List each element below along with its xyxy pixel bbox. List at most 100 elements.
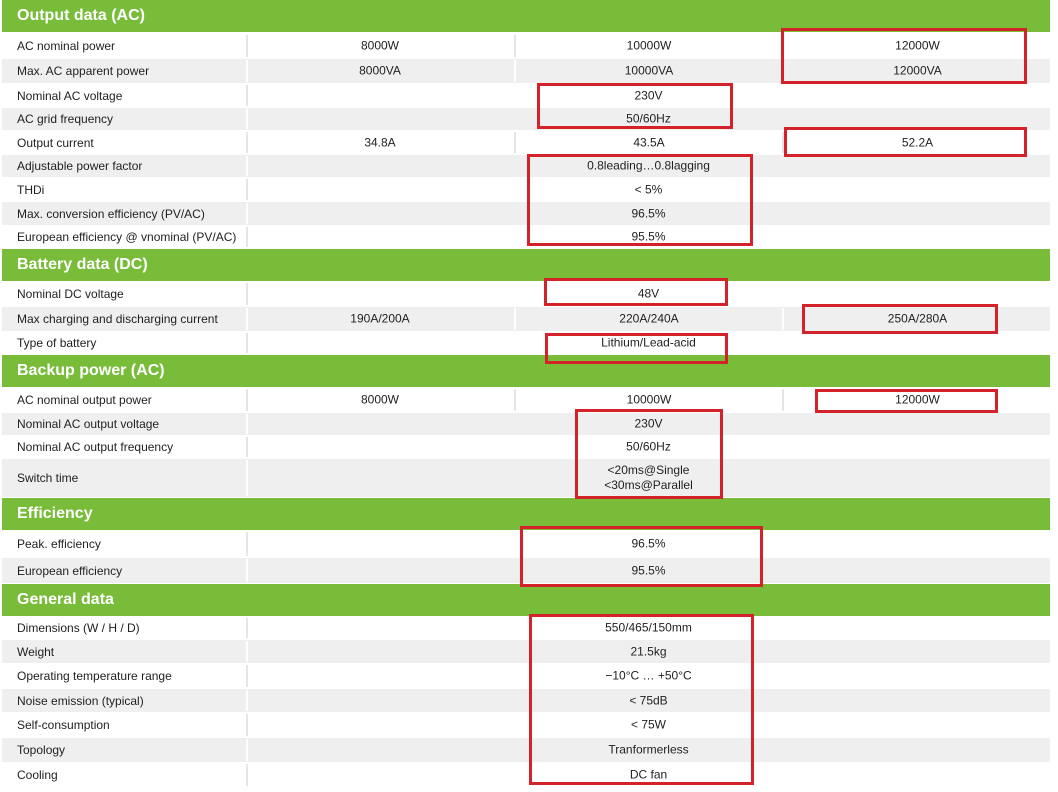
column-divider — [782, 35, 784, 57]
row-label: Max. AC apparent power — [17, 64, 150, 78]
column-divider — [246, 203, 248, 224]
table-row: Nominal AC voltage 230V — [2, 84, 1050, 107]
value-cell: 34.8A — [364, 135, 396, 149]
value-cell: 52.2A — [901, 135, 934, 149]
table-row: Noise emission (typical) < 75dB — [2, 689, 1050, 712]
table-row: Nominal AC output frequency 50/60Hz — [2, 436, 1050, 458]
table-row: Adjustable power factor 0.8leading…0.8la… — [2, 155, 1050, 177]
row-label: Noise emission (typical) — [17, 693, 144, 708]
section-header-battery: Battery data (DC) — [2, 249, 1050, 281]
value-cell: 550/465/150mm — [605, 620, 692, 635]
column-divider — [246, 389, 248, 411]
value-cell-multiline: <20ms@Single <30ms@Parallel — [247, 463, 1050, 493]
value-cell: 21.5kg — [630, 644, 667, 658]
value-cell: 95.5% — [631, 229, 666, 244]
table-row: Operating temperature range −10°C … +50°… — [2, 664, 1050, 688]
row-label: Nominal AC voltage — [17, 88, 123, 103]
value-cell: 48V — [637, 286, 660, 301]
table-row: Max. conversion efficiency (PV/AC) 96.5% — [2, 202, 1050, 225]
row-label: Max charging and discharging current — [17, 312, 218, 326]
value-cell: < 5% — [634, 182, 663, 196]
table-row: Nominal AC output voltage 230V — [2, 413, 1050, 435]
value-cell: Lithium/Lead-acid — [601, 335, 696, 350]
table-row: Output current 34.8A 43.5A 52.2A — [2, 131, 1050, 154]
column-divider — [246, 85, 248, 106]
column-divider — [246, 35, 248, 57]
column-divider — [246, 764, 248, 786]
switch-time-line: <30ms@Parallel — [604, 478, 693, 492]
column-divider — [514, 389, 516, 411]
value-cell: 8000W — [360, 38, 400, 53]
column-divider — [514, 60, 516, 82]
table-row: Nominal DC voltage 48V — [2, 282, 1050, 306]
row-label: Weight — [17, 644, 55, 659]
column-divider — [782, 60, 784, 82]
table-row: Switch time <20ms@Single <30ms@Parallel — [2, 459, 1050, 497]
value-cell: 250A/280A — [887, 311, 948, 326]
row-label: AC nominal power — [17, 39, 116, 53]
column-divider — [246, 333, 248, 353]
column-divider — [246, 437, 248, 457]
column-divider — [246, 227, 248, 247]
section-header-backup: Backup power (AC) — [2, 355, 1050, 387]
table-row: AC nominal output power 8000W 10000W 120… — [2, 388, 1050, 412]
value-cell: 0.8leading…0.8lagging — [587, 158, 710, 173]
column-divider — [246, 690, 248, 711]
table-row: Topology Tranformerless — [2, 738, 1050, 762]
table-row: Peak. efficiency 96.5% — [2, 531, 1050, 557]
switch-time-line: <20ms@Single — [607, 463, 690, 477]
value-cell: 96.5% — [631, 206, 666, 220]
column-divider — [246, 714, 248, 736]
section-title: Backup power (AC) — [17, 362, 165, 379]
value-cell: 12000VA — [893, 63, 942, 78]
row-label: Operating temperature range — [17, 669, 172, 683]
section-header-output: Output data (AC) — [2, 0, 1050, 32]
table-row: Dimensions (W / H / D) 550/465/150mm — [2, 617, 1050, 639]
value-cell: 10000VA — [624, 63, 674, 78]
value-cell: 12000W — [895, 38, 940, 53]
value-cell: 230V — [634, 88, 663, 102]
column-divider — [246, 739, 248, 761]
value-cell: 50/60Hz — [626, 111, 671, 126]
value-cell: 230V — [634, 416, 663, 431]
column-divider — [514, 35, 516, 57]
column-divider — [246, 414, 248, 434]
row-label: Nominal AC output voltage — [17, 417, 160, 431]
section-title: General data — [17, 591, 114, 608]
column-divider — [246, 60, 248, 82]
value-cell: DC fan — [629, 767, 668, 782]
value-cell: 43.5A — [633, 135, 665, 149]
value-cell: 190A/200A — [350, 311, 410, 326]
column-divider — [246, 109, 248, 129]
column-divider — [246, 308, 248, 330]
row-label: AC nominal output power — [17, 393, 152, 407]
value-cell: 220A/240A — [619, 311, 679, 326]
table-row: Max charging and discharging current 190… — [2, 307, 1050, 331]
column-divider — [246, 559, 248, 582]
row-label: Switch time — [17, 471, 79, 485]
table-row: Type of battery Lithium/Lead-acid — [2, 332, 1050, 354]
column-divider — [246, 179, 248, 200]
row-label: Max. conversion efficiency (PV/AC) — [17, 206, 205, 221]
table-row: Max. AC apparent power 8000VA 10000VA 12… — [2, 59, 1050, 83]
value-cell: 8000VA — [359, 63, 401, 78]
table-row: THDi < 5% — [2, 178, 1050, 201]
row-label: Type of battery — [17, 336, 97, 350]
row-label: European efficiency @ vnominal (PV/AC) — [17, 230, 237, 244]
value-cell: < 75dB — [629, 693, 668, 707]
section-title: Battery data (DC) — [17, 256, 148, 273]
value-cell: −10°C … +50°C — [605, 668, 692, 683]
row-label: European efficiency — [17, 563, 123, 578]
row-label: Adjustable power factor — [17, 159, 143, 173]
section-title: Efficiency — [17, 505, 93, 522]
column-divider — [246, 460, 248, 496]
row-label: Cooling — [17, 768, 58, 782]
table-row: Cooling DC fan — [2, 763, 1050, 787]
row-label: THDi — [17, 182, 45, 197]
column-divider — [246, 665, 248, 687]
row-label: Peak. efficiency — [17, 537, 101, 551]
column-divider — [514, 132, 516, 153]
section-header-efficiency: Efficiency — [2, 498, 1050, 530]
column-divider — [246, 618, 248, 638]
